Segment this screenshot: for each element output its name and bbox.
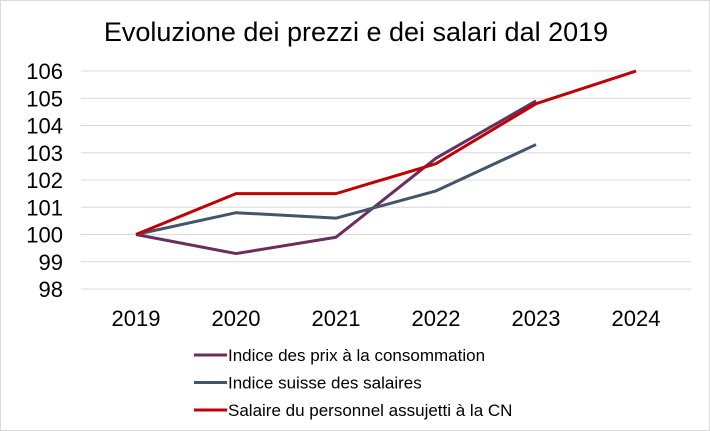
y-tick-label: 105	[26, 86, 63, 111]
chart-title: Evoluzione dei prezzi e dei salari dal 2…	[104, 17, 608, 47]
legend-label: Indice suisse des salaires	[228, 374, 422, 393]
y-tick-label: 99	[39, 250, 63, 275]
series-line-0	[135, 99, 537, 256]
x-tick-label: 2022	[412, 306, 461, 331]
x-tick-label: 2019	[112, 306, 161, 331]
x-tick-label: 2023	[512, 306, 561, 331]
y-tick-label: 101	[26, 195, 63, 220]
series-line-2	[135, 69, 637, 236]
y-tick-label: 106	[26, 59, 63, 84]
y-tick-label: 104	[26, 114, 63, 139]
x-tick-label: 2024	[612, 306, 661, 331]
y-tick-label: 103	[26, 141, 63, 166]
y-tick-label: 98	[39, 277, 63, 302]
legend-label: Salaire du personnel assujetti à la CN	[228, 401, 512, 420]
x-tick-label: 2021	[312, 306, 361, 331]
series-line-1	[135, 143, 537, 236]
legend-label: Indice des prix à la consommation	[228, 346, 485, 365]
x-tick-label: 2020	[212, 306, 261, 331]
y-tick-label: 100	[26, 223, 63, 248]
y-tick-label: 102	[26, 168, 63, 193]
